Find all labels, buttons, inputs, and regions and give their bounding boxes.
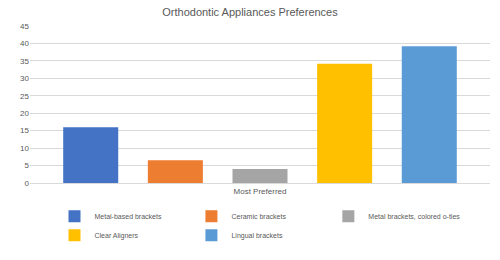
svg-text:Metal brackets, colored o-ties: Metal brackets, colored o-ties: [368, 213, 460, 220]
svg-text:25: 25: [20, 92, 29, 101]
svg-text:5: 5: [25, 161, 30, 170]
svg-text:0: 0: [25, 179, 30, 188]
svg-text:Clear Aligners: Clear Aligners: [95, 232, 139, 240]
svg-text:Ceramic brackets: Ceramic brackets: [231, 213, 286, 220]
svg-text:Orthodontic Appliances Prefere: Orthodontic Appliances Preferences: [162, 6, 338, 18]
svg-text:35: 35: [20, 57, 29, 66]
svg-text:Metal-based brackets: Metal-based brackets: [95, 213, 162, 220]
svg-text:10: 10: [20, 144, 29, 153]
svg-text:Lingual brackets: Lingual brackets: [231, 232, 282, 240]
svg-text:15: 15: [20, 126, 29, 135]
svg-text:30: 30: [20, 74, 29, 83]
svg-text:20: 20: [20, 109, 29, 118]
svg-text:40: 40: [20, 39, 29, 48]
svg-text:45: 45: [20, 22, 29, 31]
svg-text:Most Preferred: Most Preferred: [234, 187, 287, 196]
